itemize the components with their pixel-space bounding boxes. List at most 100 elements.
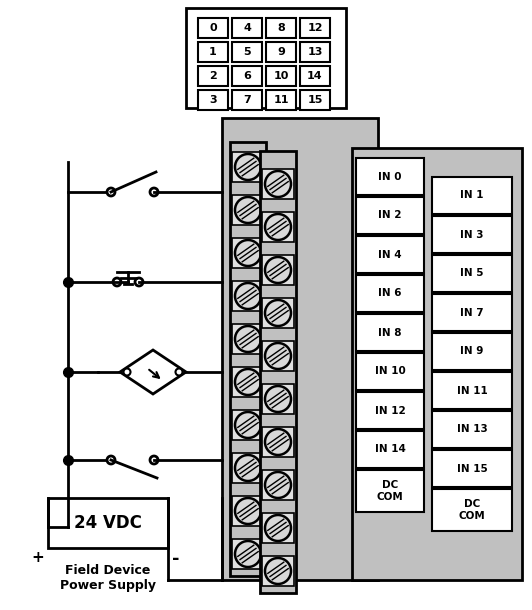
Text: 11: 11 xyxy=(273,95,289,105)
Text: 24 VDC: 24 VDC xyxy=(74,514,142,532)
FancyBboxPatch shape xyxy=(232,367,264,397)
Circle shape xyxy=(113,278,121,286)
FancyBboxPatch shape xyxy=(232,66,262,86)
FancyBboxPatch shape xyxy=(432,333,512,370)
Circle shape xyxy=(150,188,158,196)
FancyBboxPatch shape xyxy=(432,411,512,448)
Text: 5: 5 xyxy=(243,47,251,57)
FancyBboxPatch shape xyxy=(356,236,424,273)
Text: DC
COM: DC COM xyxy=(459,499,485,521)
Text: IN 2: IN 2 xyxy=(378,210,402,220)
Circle shape xyxy=(265,257,291,283)
FancyBboxPatch shape xyxy=(232,18,262,38)
FancyBboxPatch shape xyxy=(232,539,264,569)
Text: 3: 3 xyxy=(209,95,217,105)
FancyBboxPatch shape xyxy=(232,152,264,182)
Text: IN 15: IN 15 xyxy=(456,464,487,473)
Circle shape xyxy=(235,455,261,481)
FancyBboxPatch shape xyxy=(262,212,294,242)
Text: 6: 6 xyxy=(243,71,251,81)
FancyBboxPatch shape xyxy=(356,431,424,468)
Text: IN 5: IN 5 xyxy=(460,268,484,279)
Text: 7: 7 xyxy=(243,95,251,105)
Circle shape xyxy=(235,240,261,266)
Text: IN 6: IN 6 xyxy=(378,289,402,298)
Text: Power Supply: Power Supply xyxy=(60,580,156,592)
FancyBboxPatch shape xyxy=(262,384,294,414)
FancyBboxPatch shape xyxy=(232,42,262,62)
Circle shape xyxy=(265,429,291,455)
FancyBboxPatch shape xyxy=(432,372,512,409)
FancyBboxPatch shape xyxy=(262,470,294,500)
FancyBboxPatch shape xyxy=(198,42,228,62)
Text: 14: 14 xyxy=(307,71,323,81)
Circle shape xyxy=(107,188,115,196)
Circle shape xyxy=(123,368,130,376)
Circle shape xyxy=(235,498,261,524)
FancyBboxPatch shape xyxy=(48,498,168,548)
FancyBboxPatch shape xyxy=(262,427,294,457)
FancyBboxPatch shape xyxy=(432,489,512,531)
FancyBboxPatch shape xyxy=(186,8,346,108)
FancyBboxPatch shape xyxy=(356,197,424,234)
FancyBboxPatch shape xyxy=(232,281,264,311)
Text: IN 13: IN 13 xyxy=(456,425,487,434)
FancyBboxPatch shape xyxy=(198,90,228,110)
FancyBboxPatch shape xyxy=(262,255,294,285)
FancyBboxPatch shape xyxy=(232,324,264,354)
Text: IN 4: IN 4 xyxy=(378,249,402,259)
FancyBboxPatch shape xyxy=(262,169,294,199)
Circle shape xyxy=(235,154,261,180)
FancyBboxPatch shape xyxy=(262,341,294,371)
FancyBboxPatch shape xyxy=(356,275,424,312)
FancyBboxPatch shape xyxy=(262,298,294,328)
Text: +: + xyxy=(31,550,44,565)
Circle shape xyxy=(107,456,115,464)
FancyBboxPatch shape xyxy=(356,314,424,351)
FancyBboxPatch shape xyxy=(300,66,330,86)
FancyBboxPatch shape xyxy=(356,353,424,390)
FancyBboxPatch shape xyxy=(356,392,424,429)
Text: 15: 15 xyxy=(307,95,323,105)
FancyBboxPatch shape xyxy=(300,90,330,110)
Text: -: - xyxy=(172,550,179,568)
Text: IN 0: IN 0 xyxy=(378,171,402,182)
Text: IN 14: IN 14 xyxy=(375,445,405,454)
Text: 13: 13 xyxy=(307,47,323,57)
FancyBboxPatch shape xyxy=(232,90,262,110)
Circle shape xyxy=(265,386,291,412)
FancyBboxPatch shape xyxy=(432,294,512,331)
FancyBboxPatch shape xyxy=(232,195,264,225)
FancyBboxPatch shape xyxy=(232,238,264,268)
Text: 12: 12 xyxy=(307,23,323,33)
Circle shape xyxy=(265,343,291,369)
Polygon shape xyxy=(120,350,186,394)
FancyBboxPatch shape xyxy=(260,151,296,593)
Circle shape xyxy=(235,283,261,309)
FancyBboxPatch shape xyxy=(266,18,296,38)
Text: IN 8: IN 8 xyxy=(378,328,402,337)
FancyBboxPatch shape xyxy=(300,18,330,38)
Text: IN 7: IN 7 xyxy=(460,307,484,317)
Text: IN 1: IN 1 xyxy=(460,190,484,201)
FancyBboxPatch shape xyxy=(266,66,296,86)
FancyBboxPatch shape xyxy=(266,42,296,62)
Circle shape xyxy=(176,368,182,376)
Circle shape xyxy=(265,472,291,498)
Circle shape xyxy=(265,515,291,541)
FancyBboxPatch shape xyxy=(198,18,228,38)
FancyBboxPatch shape xyxy=(356,158,424,195)
FancyBboxPatch shape xyxy=(230,142,266,576)
Text: IN 3: IN 3 xyxy=(460,229,484,240)
FancyBboxPatch shape xyxy=(262,513,294,543)
Circle shape xyxy=(265,171,291,197)
FancyBboxPatch shape xyxy=(266,90,296,110)
FancyBboxPatch shape xyxy=(432,216,512,253)
FancyBboxPatch shape xyxy=(222,118,378,580)
Text: IN 9: IN 9 xyxy=(460,346,484,356)
Text: 10: 10 xyxy=(273,71,289,81)
Text: IN 12: IN 12 xyxy=(375,406,405,415)
Circle shape xyxy=(265,300,291,326)
Text: IN 11: IN 11 xyxy=(456,386,487,395)
FancyBboxPatch shape xyxy=(198,66,228,86)
